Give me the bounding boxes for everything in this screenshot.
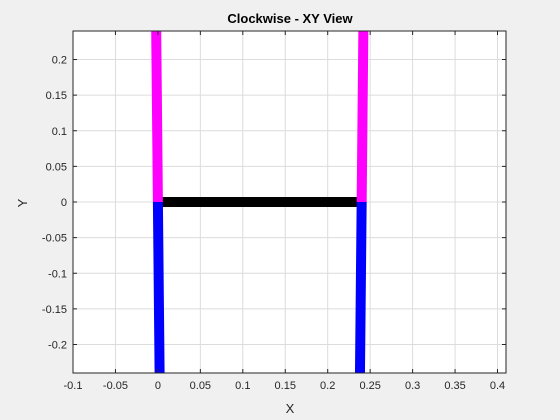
- y-axis-ticks: -0.2 -0.15 -0.1 -0.05 0 0.05 0.1 0.15 0.2: [42, 55, 506, 352]
- y-tick-label: 0.15: [46, 90, 67, 102]
- chart-title: Clockwise - XY View: [227, 11, 353, 26]
- y-tick-label: -0.15: [42, 304, 67, 316]
- series-lines: [151, 30, 369, 374]
- x-tick-label: 0.2: [320, 380, 335, 392]
- y-tick-label: 0.1: [52, 126, 67, 138]
- x-tick-label: -0.05: [103, 380, 128, 392]
- x-tick-label: 0.15: [275, 380, 296, 392]
- y-tick-label: 0: [61, 197, 67, 209]
- series-segment: [151, 30, 163, 203]
- series-segment: [356, 30, 369, 203]
- x-tick-label: 0.4: [490, 380, 505, 392]
- x-tick-label: 0.1: [235, 380, 250, 392]
- x-tick-label: 0: [155, 380, 161, 392]
- x-tick-label: 0.3: [405, 380, 420, 392]
- y-axis-label: Y: [15, 198, 30, 207]
- y-tick-label: 0.2: [52, 55, 67, 67]
- y-tick-label: -0.05: [42, 233, 67, 245]
- x-tick-label: 0.35: [444, 380, 465, 392]
- series-segment: [354, 201, 367, 374]
- x-tick-label: -0.1: [64, 380, 83, 392]
- x-axis-ticks: -0.1 -0.05 0 0.05 0.1 0.15 0.2 0.25 0.3 0.35 0.4: [64, 31, 505, 392]
- y-tick-label: -0.1: [48, 268, 67, 280]
- series-segment: [152, 201, 165, 374]
- x-axis-label: X: [286, 401, 295, 416]
- y-tick-label: 0.05: [46, 161, 67, 173]
- y-tick-label: -0.2: [48, 340, 67, 352]
- x-tick-label: 0.05: [190, 380, 211, 392]
- x-tick-label: 0.25: [359, 380, 380, 392]
